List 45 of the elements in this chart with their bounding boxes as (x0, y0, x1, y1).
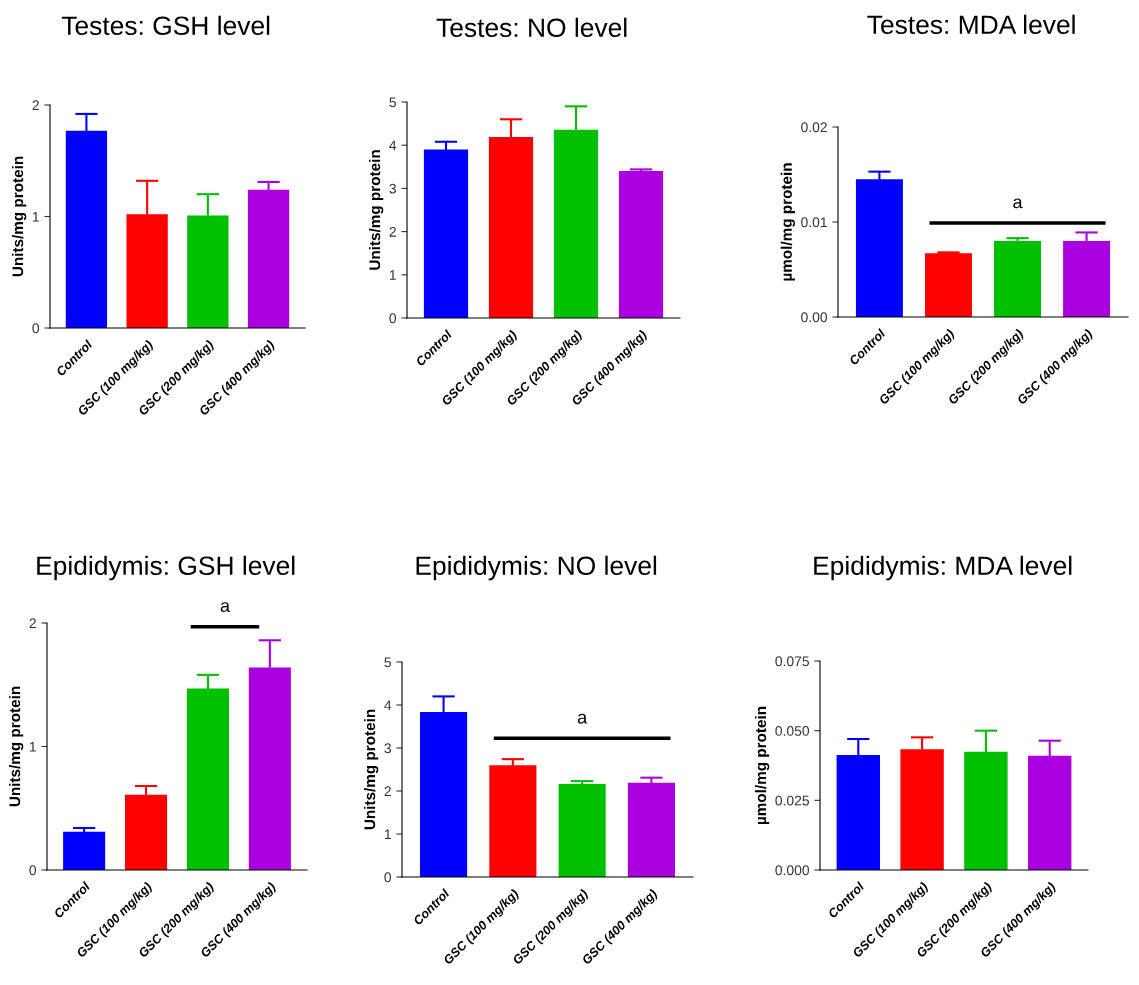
chart-title: Testes: NO level (436, 17, 627, 38)
y-tick-label: 4 (389, 140, 397, 151)
text: a (220, 602, 230, 613)
y-axis-title: Units/mg protein (9, 686, 24, 807)
chart-title: Epididymis: NO level (416, 555, 657, 581)
y-tick-label: 0.075 (775, 656, 809, 667)
y-tick-label: 0.025 (775, 795, 809, 806)
chart-title: Epididymis: MDA level (814, 555, 1072, 581)
y-tick-label: 2 (384, 786, 391, 797)
y-tick-label: 1 (389, 270, 396, 280)
y-tick-label: 0.050 (775, 726, 810, 736)
y-axis-title: µmol/mg protein (780, 163, 795, 281)
annotation: a (1013, 198, 1023, 209)
y-tick-label: 1 (32, 211, 39, 222)
y-tick-label: 3 (389, 183, 396, 194)
bar (627, 782, 675, 877)
y-axis-title: Units/mg protein (369, 150, 384, 270)
y-tick-label: 0 (32, 323, 40, 334)
y-axis-title: Units/mg protein (12, 156, 27, 277)
bar (994, 241, 1041, 317)
y-tick-label: 2 (29, 618, 36, 629)
y-tick-label: 0.01 (801, 217, 827, 228)
y-tick-label: 0 (384, 872, 392, 883)
y-axis-title: µmol/mg protein (754, 706, 770, 825)
y-tick-label: 4 (384, 700, 392, 711)
y-tick-label: 3 (384, 743, 391, 754)
annotation: a (577, 713, 588, 724)
y-tick-label: 0.02 (801, 122, 827, 133)
chart-title: Epididymis: GSH level (37, 555, 295, 581)
chart-title: Testes: GSH level (61, 15, 270, 36)
y-tick-label: 0 (389, 313, 397, 324)
y-tick-label: 0.00 (801, 312, 828, 323)
y-tick-label: 2 (389, 226, 396, 237)
y-tick-label: 5 (389, 97, 396, 108)
y-tick-label: 1 (29, 741, 36, 752)
y-tick-label: 1 (384, 829, 391, 840)
y-tick-label: 0 (29, 865, 37, 876)
bar (558, 784, 606, 877)
y-axis-title: Units/mg protein (364, 709, 379, 830)
bar (925, 253, 972, 317)
y-tick-label: 2 (32, 100, 39, 111)
chart-title: Testes: MDA level (867, 14, 1075, 35)
y-tick-label: 5 (384, 657, 391, 668)
bar (63, 831, 106, 870)
y-tick-label: 0.000 (775, 865, 810, 876)
